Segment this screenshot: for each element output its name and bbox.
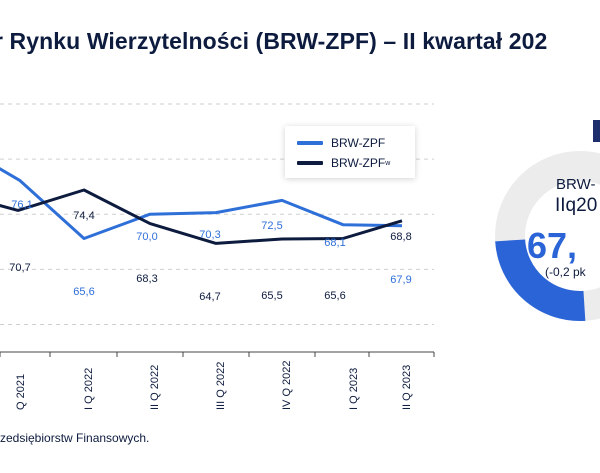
data-label: 67,9 (390, 274, 411, 286)
data-label: 65,6 (324, 290, 345, 302)
data-label: 68,3 (136, 273, 157, 285)
data-label: 70,3 (199, 229, 220, 241)
data-label: 74,4 (73, 210, 94, 222)
x-tick-label: II Q 2023 (401, 365, 413, 410)
kpi-period: IIq20 (555, 195, 598, 216)
data-label: 72,5 (261, 220, 282, 232)
data-label: 64,7 (199, 291, 220, 303)
legend: BRW-ZPF BRW-ZPF w (285, 126, 415, 178)
kpi-ring (495, 120, 600, 321)
data-label: 65,6 (73, 286, 94, 298)
x-tick-label: I Q 2022 (83, 368, 95, 410)
chart-title: r Rynku Wierzytelności (BRW-ZPF) – II kw… (0, 28, 548, 54)
kpi-ring-tab (593, 120, 600, 142)
kpi-panel: BRW- IIq20 67, (-0,2 pk (500, 0, 600, 473)
data-label: 65,5 (261, 290, 282, 302)
x-axis-labels: Q 2021 I Q 2022 II Q 2022 III Q 2022 IV Q 20… (15, 360, 413, 410)
data-label: 68,1 (324, 237, 345, 249)
source-note: rzedsiębiorstw Finansowych. (0, 431, 150, 445)
legend-label-subscript: w (385, 159, 391, 167)
legend-item-brw-zpf-w: BRW-ZPF w (297, 156, 390, 170)
data-label: 70,7 (9, 262, 30, 274)
legend-label-brw-zpf-w: BRW-ZPF (331, 156, 386, 170)
x-tick-label: II Q 2022 (149, 365, 161, 410)
kpi-value: 67, (527, 225, 578, 266)
kpi-change: (-0,2 pk (545, 265, 586, 279)
data-label: 68,8 (390, 231, 411, 243)
x-tick-label: Q 2021 (15, 374, 27, 410)
series-line-brw-zpf-w (0, 188, 403, 245)
data-label: 76,1 (11, 199, 32, 211)
kpi-label: BRW- (556, 176, 596, 193)
data-label: 70,0 (136, 231, 157, 243)
x-tick-label: IV Q 2022 (281, 360, 293, 410)
data-labels: 76,1 65,6 70,0 70,3 72,5 68,1 67,9 70,7 74,4 68,3… (9, 199, 411, 303)
series-lines (0, 167, 403, 245)
x-axis-ticks (0, 352, 435, 357)
kpi-ring-fill (495, 238, 586, 321)
legend-item-brw-zpf: BRW-ZPF (297, 136, 385, 150)
legend-swatch-brw-zpf-w (297, 161, 323, 165)
legend-label-brw-zpf: BRW-ZPF (331, 136, 386, 150)
x-tick-label: I Q 2023 (348, 368, 360, 410)
series-line-brw-zpf (0, 167, 403, 240)
x-tick-label: III Q 2022 (215, 362, 227, 410)
legend-swatch-brw-zpf (297, 141, 323, 145)
